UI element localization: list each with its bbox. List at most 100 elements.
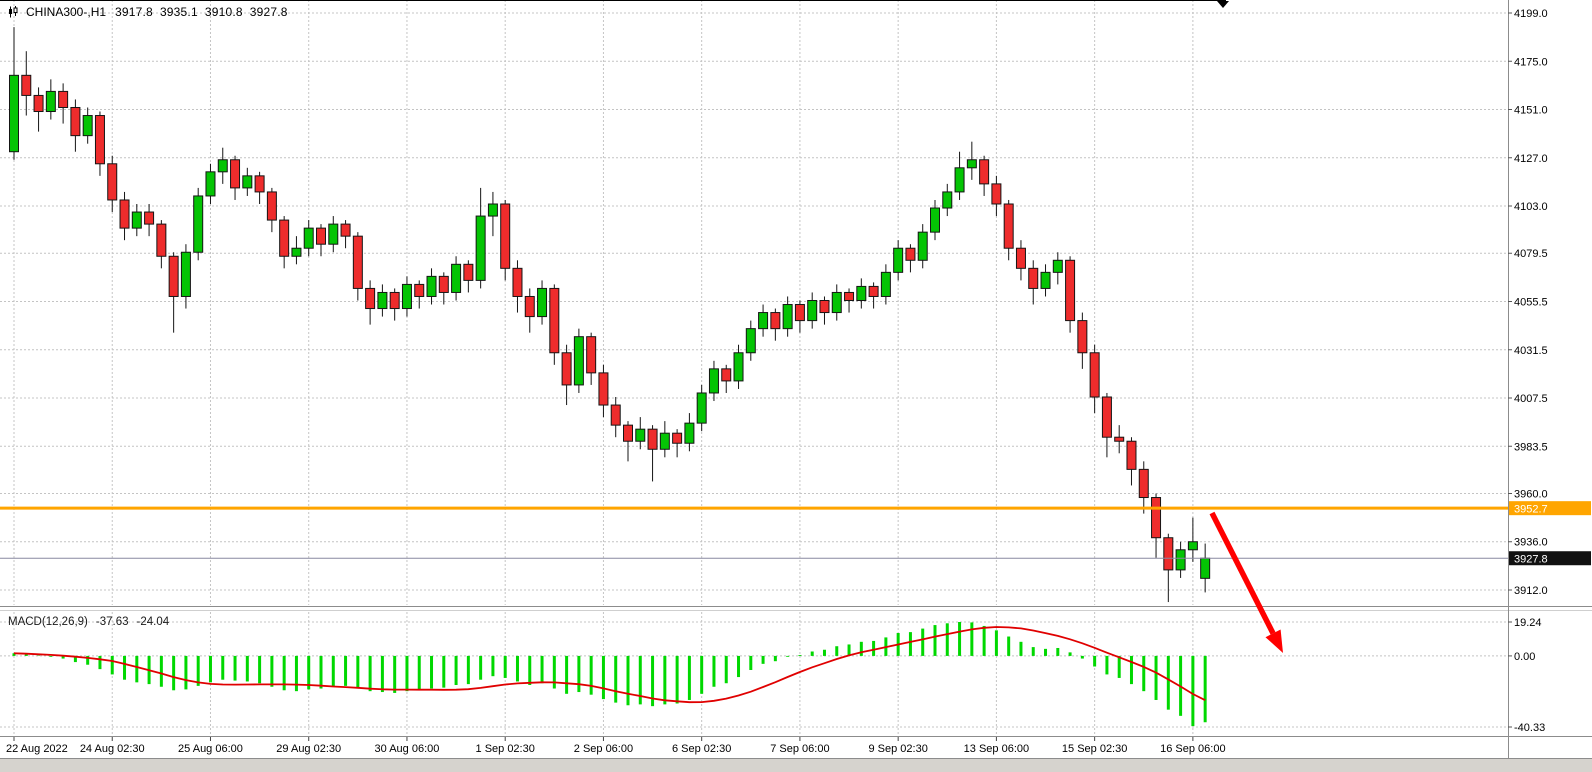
candle-body	[487, 203, 498, 217]
symbol-icon	[8, 6, 19, 18]
candle-body	[1077, 320, 1088, 354]
candle-body	[794, 304, 805, 322]
time-label[interactable]: 16 Sep 06:00	[1160, 743, 1225, 755]
candle-body	[401, 283, 412, 310]
high-value: 3935.1	[159, 5, 198, 19]
price-tick-label: 3960.0	[1514, 488, 1548, 500]
candle-body	[365, 287, 376, 310]
time-label[interactable]: 6 Sep 02:30	[672, 743, 731, 755]
time-label[interactable]: 2 Sep 06:00	[574, 743, 633, 755]
candle-body	[1200, 557, 1211, 579]
candle-body	[389, 291, 400, 310]
macd-axis-label: 19.24	[1514, 617, 1542, 629]
macd-readout: MACD(12,26,9) -37.63 -24.04	[8, 616, 169, 628]
candle-body	[868, 285, 879, 297]
time-label[interactable]: 9 Sep 02:30	[868, 743, 927, 755]
time-label[interactable]: 7 Sep 06:00	[770, 743, 829, 755]
candle-body	[979, 159, 990, 185]
candle-body	[328, 223, 339, 245]
price-tick-label: 4151.0	[1514, 105, 1548, 117]
price-tick-label: 3912.0	[1514, 585, 1548, 597]
candle-body	[131, 211, 142, 229]
candle-body	[696, 392, 707, 424]
macd-name: MACD(12,26,9)	[8, 616, 88, 628]
candle-body	[414, 283, 425, 297]
candle-body	[303, 227, 314, 249]
macd-histogram	[12, 622, 1207, 727]
candle-body	[573, 336, 584, 386]
candle-body	[1015, 247, 1026, 269]
grid	[0, 0, 1508, 736]
candle-body	[819, 299, 830, 314]
time-label[interactable]: 13 Sep 06:00	[964, 743, 1029, 755]
price-tick-label: 4055.5	[1514, 297, 1548, 309]
open-value: 3917.8	[115, 5, 153, 19]
candle-body	[1126, 440, 1137, 470]
candle-body	[1065, 259, 1076, 322]
candle-body	[1040, 271, 1051, 289]
candle-body	[844, 291, 855, 301]
candle-body	[1151, 497, 1162, 539]
candle-body	[1163, 537, 1174, 571]
candle-body	[807, 299, 818, 322]
price-tag-orange-label: 3952.7	[1514, 504, 1548, 516]
price-tick-label: 4079.5	[1514, 248, 1548, 260]
candle-body	[893, 247, 904, 273]
candle-body	[266, 191, 277, 221]
candle-body	[1089, 352, 1100, 398]
price-tag-last	[1509, 551, 1591, 566]
time-label[interactable]: 22 Aug 2022	[6, 743, 68, 755]
candle-body	[58, 90, 69, 108]
time-label[interactable]: 15 Sep 02:30	[1062, 743, 1127, 755]
candle-body	[856, 285, 867, 301]
candle-body	[966, 159, 977, 169]
candle-body	[230, 159, 241, 189]
low-value: 3910.8	[204, 5, 243, 19]
candle-body	[475, 215, 486, 281]
candle-body	[647, 428, 658, 450]
time-label[interactable]: 25 Aug 06:00	[178, 743, 243, 755]
price-tick-label: 4103.0	[1514, 201, 1548, 213]
candles	[9, 27, 1211, 603]
candle-body	[745, 328, 756, 354]
candle-body	[500, 203, 511, 269]
ohlc-readout: CHINA300-,H1 3917.8 3935.1 3910.8 3927.8	[8, 5, 288, 19]
candle-body	[193, 195, 204, 253]
time-label[interactable]: 24 Aug 02:30	[80, 743, 145, 755]
candle-body	[524, 295, 535, 318]
candle-body	[279, 219, 290, 257]
candle-body	[168, 255, 179, 297]
time-label[interactable]: 1 Sep 02:30	[476, 743, 535, 755]
candle-body	[426, 275, 437, 297]
candle-body	[659, 432, 670, 450]
trend-arrow[interactable]	[1209, 511, 1283, 653]
price-tick-label: 4031.5	[1514, 345, 1548, 357]
price-tag-last-label: 3927.8	[1514, 554, 1548, 566]
candle-body	[9, 74, 19, 153]
candle-body	[782, 304, 793, 330]
candle-body	[1138, 468, 1149, 499]
candle-body	[598, 372, 609, 406]
macd-axis-label: -40.33	[1514, 722, 1545, 734]
time-label[interactable]: 29 Aug 02:30	[276, 743, 341, 755]
candle-body	[561, 352, 572, 386]
candle-body	[107, 163, 118, 201]
candle-body	[1003, 203, 1014, 249]
candle-body	[340, 223, 351, 237]
candle-body	[33, 94, 44, 113]
macd-signal-value: -24.04	[136, 616, 170, 628]
candle-body	[1052, 259, 1063, 273]
candle-body	[512, 267, 523, 297]
candle-body	[352, 235, 363, 289]
candle-body	[684, 422, 695, 444]
candle-body	[733, 352, 744, 382]
price-tag-orange	[1509, 501, 1591, 516]
price-tick-label: 4199.0	[1514, 8, 1548, 20]
candle-body	[438, 275, 449, 293]
time-label[interactable]: 30 Aug 06:00	[375, 743, 440, 755]
macd-signal-line	[13, 626, 1206, 704]
candle-body	[1175, 549, 1186, 571]
candle-body	[94, 115, 105, 165]
bottom-scroll-strip[interactable]	[0, 759, 1592, 772]
